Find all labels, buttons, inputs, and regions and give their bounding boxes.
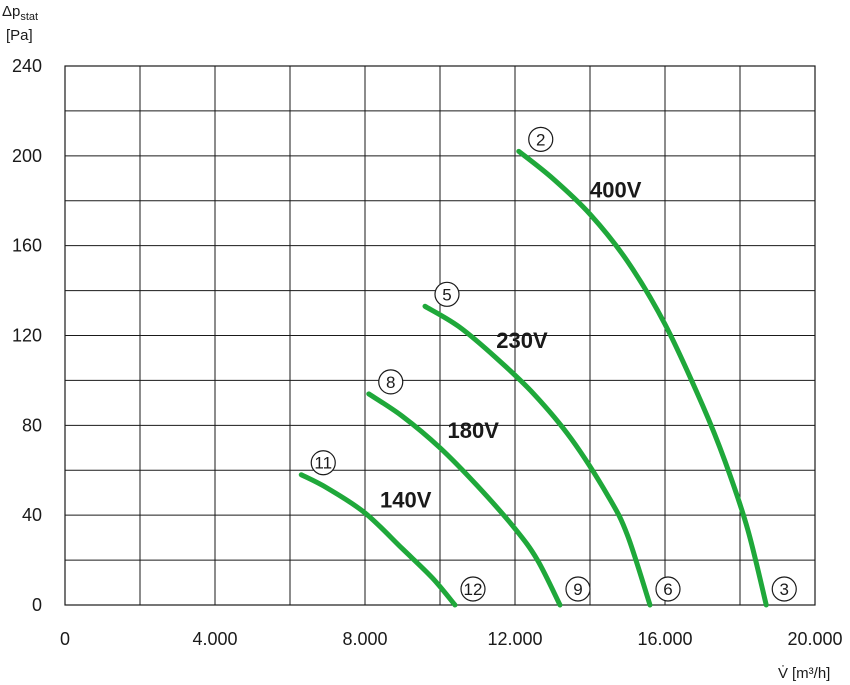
operating-point-label: 6 bbox=[663, 580, 672, 599]
y-tick-label: 120 bbox=[12, 326, 42, 346]
operating-point-label: 12 bbox=[464, 580, 483, 599]
series-line-230v bbox=[422, 303, 653, 608]
y-tick-label: 40 bbox=[22, 505, 42, 525]
operating-point-marker bbox=[655, 576, 681, 602]
y-axis-title: Δpstat bbox=[2, 3, 38, 23]
series-line-400v bbox=[516, 148, 769, 608]
operating-point-marker bbox=[771, 576, 797, 602]
operating-point-label: 2 bbox=[536, 130, 545, 149]
series-line-140v bbox=[298, 472, 458, 608]
y-tick-label: 160 bbox=[12, 236, 42, 256]
operating-point-label: 5 bbox=[442, 285, 451, 304]
x-tick-label: 8.000 bbox=[342, 629, 387, 649]
series-labels: 400V 230V 180V 140V bbox=[380, 178, 642, 513]
y-tick-label: 240 bbox=[12, 56, 42, 76]
plot-frame bbox=[64, 65, 816, 606]
series-label-230v: 230V bbox=[496, 328, 548, 353]
x-tick-label: 12.000 bbox=[487, 629, 542, 649]
operating-point-label: 3 bbox=[780, 580, 789, 599]
series-line-180v bbox=[366, 391, 563, 608]
operating-point-marker bbox=[460, 576, 486, 602]
series-lines bbox=[298, 148, 769, 608]
x-axis-title: V̇ [m³/h] bbox=[778, 665, 830, 682]
tick-labels: 0 4.000 8.000 12.000 16.000 20.000 0 40 80 120 160… bbox=[12, 56, 843, 649]
operating-point-marker bbox=[434, 281, 460, 307]
series-label-140v: 140V bbox=[380, 487, 432, 512]
y-tick-label: 200 bbox=[12, 146, 42, 166]
operating-point-label: 8 bbox=[386, 373, 395, 392]
series-label-180v: 180V bbox=[448, 418, 500, 443]
operating-point-marker bbox=[378, 369, 404, 395]
x-tick-label: 20.000 bbox=[787, 629, 842, 649]
x-tick-label: 0 bbox=[60, 629, 70, 649]
operating-point-marker bbox=[310, 450, 336, 476]
y-axis-unit: [Pa] bbox=[6, 27, 33, 44]
y-tick-label: 0 bbox=[32, 595, 42, 615]
operating-point-marker bbox=[528, 126, 554, 152]
series-label-400v: 400V bbox=[590, 178, 642, 203]
operating-point-label: 9 bbox=[573, 580, 582, 599]
operating-points: 2 3 5 6 8 9 11 12 bbox=[310, 126, 797, 602]
operating-point-marker bbox=[565, 576, 591, 602]
y-tick-label: 80 bbox=[22, 415, 42, 435]
x-tick-label: 16.000 bbox=[637, 629, 692, 649]
x-tick-label: 4.000 bbox=[192, 629, 237, 649]
grid bbox=[64, 65, 816, 606]
operating-point-label: 11 bbox=[314, 454, 332, 473]
